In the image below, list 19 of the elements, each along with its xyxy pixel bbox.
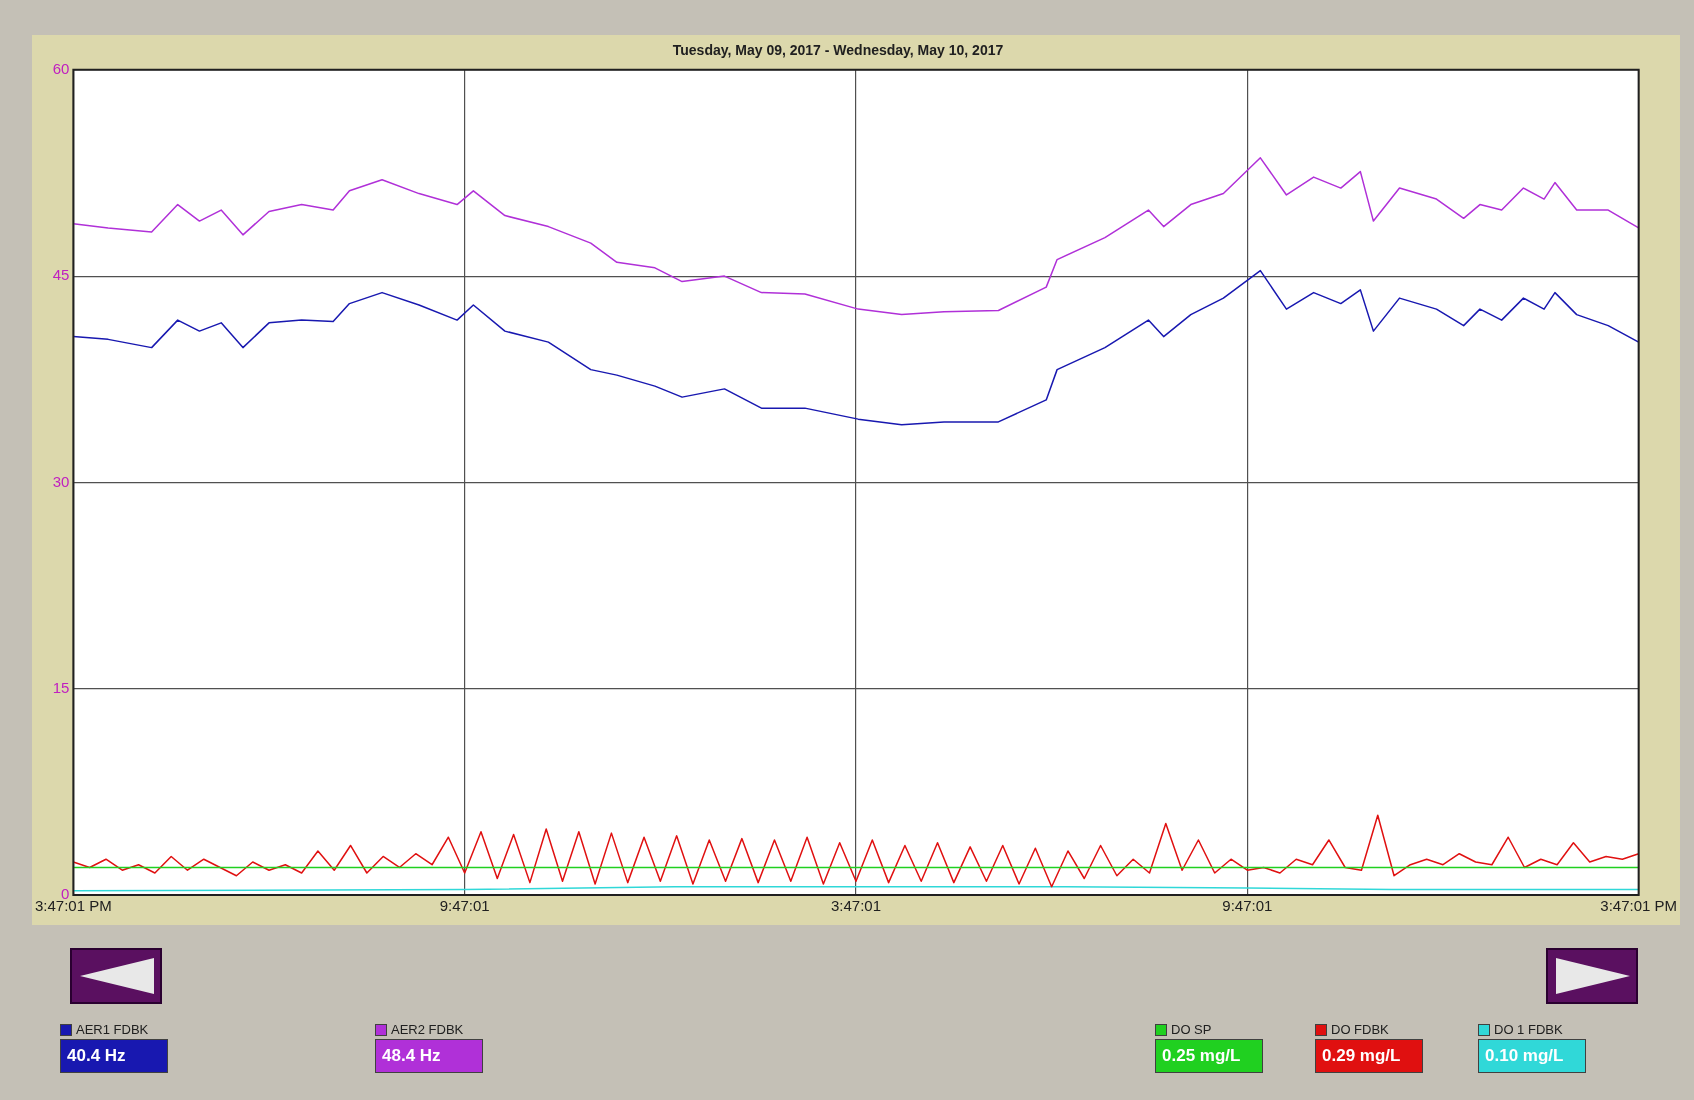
legend-label: DO FDBK bbox=[1331, 1022, 1389, 1037]
legend-label: AER2 FDBK bbox=[391, 1022, 464, 1037]
x-tick-label: 9:47:01 bbox=[1222, 897, 1273, 915]
text: 0.29 mg/L bbox=[1315, 1039, 1423, 1073]
y-tick-label: 15 bbox=[52, 678, 70, 696]
text: 0.10 mg/L bbox=[1478, 1039, 1586, 1073]
legend-label: AER1 FDBK bbox=[76, 1022, 149, 1037]
text: 0.25 mg/L bbox=[1155, 1039, 1263, 1073]
y-tick-label: 30 bbox=[52, 472, 70, 490]
legend-label: DO 1 FDBK bbox=[1494, 1022, 1563, 1037]
y-tick-label: 45 bbox=[52, 266, 70, 284]
y-tick-label: 60 bbox=[52, 59, 70, 77]
x-tick-label: 3:47:01 bbox=[830, 897, 882, 915]
chart-title: Tuesday, May 09, 2017 - Wednesday, May 10, 2017 bbox=[672, 42, 1004, 59]
legend-label: DO SP bbox=[1171, 1022, 1212, 1037]
x-tick-label: 3:47:01 PM bbox=[1600, 897, 1677, 915]
text: 48.4 Hz bbox=[375, 1039, 483, 1073]
text: 40.4 Hz bbox=[60, 1039, 168, 1073]
x-tick-label: 9:47:01 bbox=[439, 897, 490, 915]
